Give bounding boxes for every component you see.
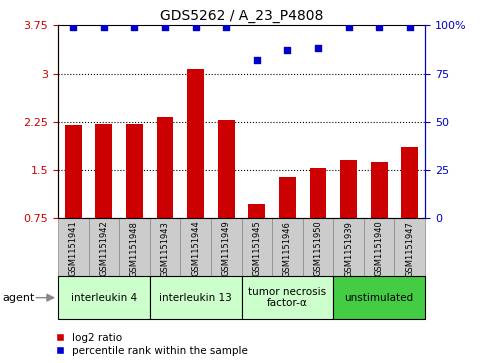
Bar <box>272 218 303 276</box>
Bar <box>150 276 242 319</box>
Bar <box>279 178 296 218</box>
Point <box>70 24 77 30</box>
Point <box>406 24 413 30</box>
Text: agent: agent <box>2 293 35 303</box>
Text: GSM1151946: GSM1151946 <box>283 221 292 277</box>
Text: GSM1151944: GSM1151944 <box>191 221 200 277</box>
Bar <box>150 218 180 276</box>
Bar <box>371 162 387 218</box>
Point <box>253 57 261 63</box>
Bar <box>211 218 242 276</box>
Legend: log2 ratio, percentile rank within the sample: log2 ratio, percentile rank within the s… <box>54 330 250 358</box>
Bar <box>303 218 333 276</box>
Point <box>130 24 138 30</box>
Text: GSM1151945: GSM1151945 <box>252 221 261 277</box>
Bar <box>119 218 150 276</box>
Point <box>284 48 291 53</box>
Text: GSM1151949: GSM1151949 <box>222 221 231 277</box>
Bar <box>333 218 364 276</box>
Text: unstimulated: unstimulated <box>344 293 414 303</box>
Bar <box>242 276 333 319</box>
Bar <box>401 147 418 218</box>
Bar <box>242 218 272 276</box>
Bar <box>364 218 395 276</box>
Point <box>161 24 169 30</box>
Bar <box>333 276 425 319</box>
Text: GSM1151943: GSM1151943 <box>160 221 170 277</box>
Text: GSM1151939: GSM1151939 <box>344 221 353 277</box>
Bar <box>65 125 82 218</box>
Bar <box>58 276 150 319</box>
Point <box>345 24 353 30</box>
Bar <box>126 123 143 218</box>
Text: GSM1151940: GSM1151940 <box>375 221 384 277</box>
Point <box>100 24 108 30</box>
Point <box>222 24 230 30</box>
Bar <box>395 218 425 276</box>
Bar <box>187 69 204 218</box>
Bar <box>218 120 235 218</box>
Bar <box>310 168 327 218</box>
Bar <box>156 117 173 218</box>
Point <box>314 46 322 52</box>
Text: interleukin 13: interleukin 13 <box>159 293 232 303</box>
Bar <box>248 204 265 218</box>
Point <box>192 24 199 30</box>
Text: interleukin 4: interleukin 4 <box>71 293 137 303</box>
Bar <box>96 123 112 218</box>
Text: GSM1151947: GSM1151947 <box>405 221 414 277</box>
Point <box>375 24 383 30</box>
Text: GSM1151942: GSM1151942 <box>99 221 108 277</box>
Text: GSM1151950: GSM1151950 <box>313 221 323 277</box>
Text: tumor necrosis
factor-α: tumor necrosis factor-α <box>248 287 327 309</box>
Text: GSM1151948: GSM1151948 <box>130 221 139 277</box>
Text: GSM1151941: GSM1151941 <box>69 221 78 277</box>
Bar <box>340 160 357 218</box>
Bar <box>88 218 119 276</box>
Bar <box>58 218 88 276</box>
Bar <box>180 218 211 276</box>
Title: GDS5262 / A_23_P4808: GDS5262 / A_23_P4808 <box>160 9 323 23</box>
